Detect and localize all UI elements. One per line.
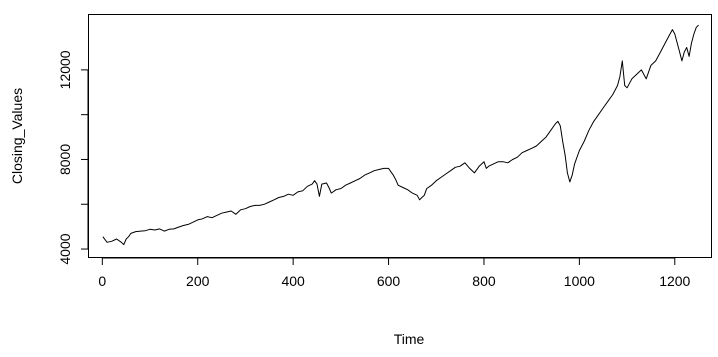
- x-axis-label: Time: [394, 331, 425, 347]
- x-axis: 0 200 400 600 800 1000 1200: [98, 257, 691, 289]
- x-tick-label: 0: [98, 273, 106, 289]
- y-axis: 4000 8000 12000: [57, 50, 89, 265]
- x-tick-label: 1000: [564, 273, 595, 289]
- y-tick-label: 8000: [57, 144, 73, 175]
- x-tick-label: 400: [281, 273, 305, 289]
- series-line: [102, 24, 699, 246]
- plot-frame: [88, 14, 712, 258]
- series-layer: [102, 24, 699, 246]
- x-tick-label: 600: [377, 273, 401, 289]
- y-tick-label: 4000: [57, 233, 73, 264]
- y-axis-label: Closing_Values: [9, 88, 25, 184]
- x-tick-label: 1200: [659, 273, 690, 289]
- y-tick-label: 12000: [57, 50, 73, 89]
- x-tick-label: 200: [186, 273, 210, 289]
- x-tick-label: 800: [472, 273, 496, 289]
